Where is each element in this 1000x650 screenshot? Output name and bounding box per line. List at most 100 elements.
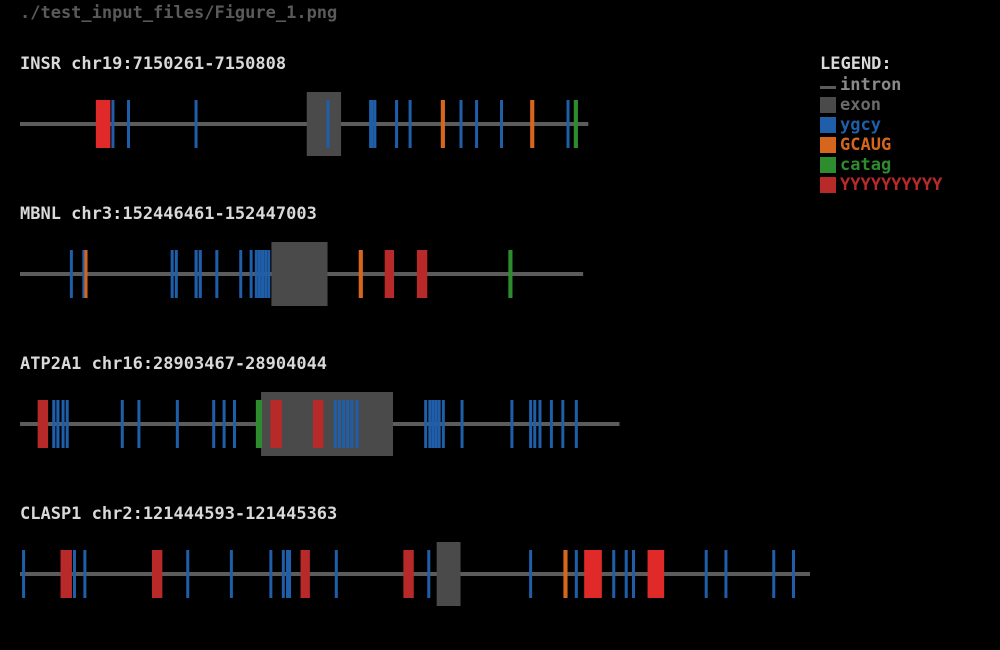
motif-mark-ygcy xyxy=(249,250,253,298)
motif-mark-ygcy xyxy=(510,400,514,448)
motif-mark-ygcy xyxy=(22,550,26,598)
exon-box-clasp1 xyxy=(436,542,461,606)
motif-mark-ygcy xyxy=(170,250,174,298)
motif-mark-yyyyyyyyyy xyxy=(312,400,324,448)
motif-mark-gcaug xyxy=(530,100,535,148)
motif-mark-ygcy xyxy=(288,550,292,598)
motif-mark-gcaug xyxy=(563,550,568,598)
motif-mark-ygcy xyxy=(215,250,219,298)
legend-label: intron xyxy=(840,75,902,95)
motif-mark-yyyyyyyyyy xyxy=(647,550,665,598)
legend-label: GCAUG xyxy=(840,135,892,155)
motif-mark-ygcy xyxy=(369,100,374,148)
motif-mark-ygcy xyxy=(267,250,271,298)
legend-item-catag: catag xyxy=(820,155,942,175)
motif-mark-catag xyxy=(255,400,263,448)
motif-mark-ygcy xyxy=(624,550,628,598)
motif-mark-ygcy xyxy=(56,400,60,448)
legend-item-intron: intron xyxy=(820,75,942,95)
motif-mark-yyyyyyyyyy xyxy=(60,550,72,598)
motif-mark-ygcy xyxy=(194,250,198,298)
square-swatch-icon xyxy=(820,117,836,133)
motif-mark-ygcy xyxy=(529,550,533,598)
motif-mark-ygcy xyxy=(264,250,268,298)
motif-mark-ygcy xyxy=(222,400,226,448)
motif-mark-ygcy xyxy=(408,100,412,148)
motif-mark-ygcy xyxy=(500,100,504,148)
motif-mark-ygcy xyxy=(212,400,216,448)
line-swatch-icon xyxy=(820,85,836,89)
motif-mark-ygcy xyxy=(186,550,190,598)
motif-mark-ygcy xyxy=(791,550,795,598)
motif-mark-ygcy xyxy=(61,400,65,448)
square-swatch-icon xyxy=(820,157,836,173)
square-swatch-icon xyxy=(820,137,836,153)
motif-mark-ygcy xyxy=(475,100,479,148)
motif-mark-ygcy xyxy=(137,400,141,448)
motif-mark-ygcy xyxy=(434,400,438,448)
motif-mark-ygcy xyxy=(724,550,728,598)
exon-box-mbnl xyxy=(271,242,328,306)
motif-mark-ygcy xyxy=(285,550,289,598)
motif-mark-ygcy xyxy=(52,400,56,448)
motif-mark-ygcy xyxy=(198,250,202,298)
motif-mark-ygcy xyxy=(431,400,435,448)
legend-label: catag xyxy=(840,155,892,175)
motif-mark-yyyyyyyyyy xyxy=(37,400,49,448)
motif-mark-ygcy xyxy=(529,400,533,448)
motif-mark-ygcy xyxy=(549,400,553,448)
motif-mark-ygcy xyxy=(427,550,431,598)
motif-mark-ygcy xyxy=(373,100,377,148)
motif-mark-gcaug xyxy=(358,250,363,298)
motif-mark-ygcy xyxy=(257,250,261,298)
gene-label-mbnl: MBNL chr3:152446461-152447003 xyxy=(20,204,317,224)
gene-diagram xyxy=(20,92,810,606)
motif-mark-ygcy xyxy=(561,400,565,448)
motif-mark-ygcy xyxy=(269,550,273,598)
motif-mark-ygcy xyxy=(72,550,76,598)
legend-item-exon: exon xyxy=(820,95,942,115)
motif-mark-yyyyyyyyyy xyxy=(584,550,602,598)
motif-mark-ygcy xyxy=(342,400,346,448)
square-swatch-icon xyxy=(820,97,836,113)
motif-mark-ygcy xyxy=(574,550,578,598)
legend: LEGEND: intron exon ygcy GCAUG catag YYYYYYYY… xyxy=(820,53,942,195)
motif-mark-ygcy xyxy=(631,550,635,598)
motif-mark-ygcy xyxy=(120,400,124,448)
motif-mark-ygcy xyxy=(350,400,354,448)
motif-mark-ygcy xyxy=(69,250,73,298)
motif-mark-ygcy xyxy=(326,100,330,148)
legend-label: YYYYYYYYYY xyxy=(840,175,943,195)
motif-mark-ygcy xyxy=(239,250,243,298)
figure-title: ./test_input_files/Figure_1.png xyxy=(20,3,338,23)
motif-mark-ygcy xyxy=(533,400,537,448)
motif-mark-ygcy xyxy=(111,100,115,148)
motif-mark-ygcy xyxy=(175,400,179,448)
gene-label-insr: INSR chr19:7150261-7150808 xyxy=(20,54,287,74)
motif-mark-ygcy xyxy=(334,550,338,598)
motif-mark-ygcy xyxy=(441,400,445,448)
motif-mark-ygcy xyxy=(355,400,359,448)
gene-label-atp2a1: ATP2A1 chr16:28903467-28904044 xyxy=(20,354,328,374)
motif-mark-ygcy xyxy=(346,400,350,448)
motif-mark-ygcy xyxy=(281,550,285,598)
legend-title: LEGEND: xyxy=(820,54,892,74)
motif-mark-gcaug xyxy=(84,250,88,298)
motif-mark-catag xyxy=(573,100,578,148)
legend-items: intron exon ygcy GCAUG catag YYYYYYYYYY xyxy=(820,75,942,195)
legend-item-gcaug: GCAUG xyxy=(820,135,942,155)
motif-mark-ygcy xyxy=(437,400,441,448)
motif-mark-catag xyxy=(508,250,513,298)
motif-mark-ygcy xyxy=(254,250,258,298)
motif-mark-yyyyyyyyyy xyxy=(403,550,414,598)
motif-mark-ygcy xyxy=(395,100,399,148)
gene-label-clasp1: CLASP1 chr2:121444593-121445363 xyxy=(20,504,338,524)
motif-mark-yyyyyyyyyy xyxy=(95,100,111,148)
motif-mark-ygcy xyxy=(82,250,86,298)
motif-mark-ygcy xyxy=(127,100,131,148)
motif-mark-yyyyyyyyyy xyxy=(270,400,282,448)
motif-mark-ygcy xyxy=(459,100,463,148)
motif-mark-ygcy xyxy=(538,400,542,448)
motif-mark-ygcy xyxy=(424,400,428,448)
motif-mark-yyyyyyyyyy xyxy=(384,250,395,298)
